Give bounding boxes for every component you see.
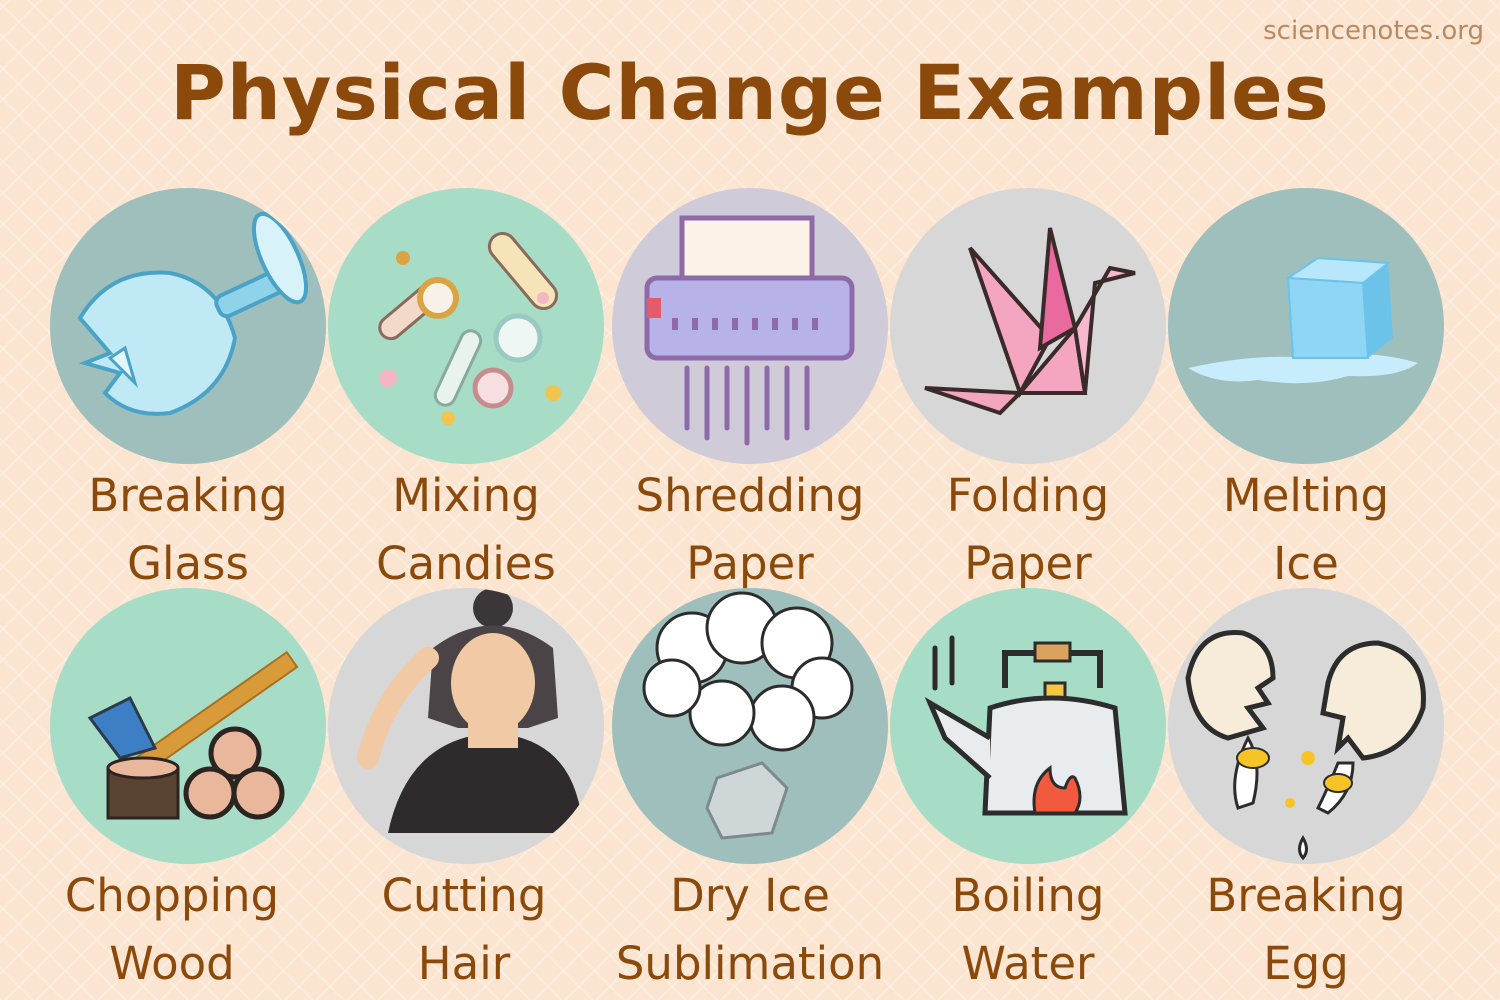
candies-icon bbox=[378, 231, 561, 425]
example-label: Breaking Glass bbox=[28, 462, 348, 598]
melting-ice-cube-icon bbox=[1188, 256, 1418, 384]
example-label: Folding Paper bbox=[868, 462, 1188, 598]
example-label: Dry Ice Sublimation bbox=[590, 862, 910, 998]
label-line-2: Candies bbox=[376, 537, 556, 590]
example-label: Breaking Egg bbox=[1146, 862, 1466, 998]
label-line-2: Water bbox=[961, 937, 1095, 990]
haircut-icon bbox=[357, 588, 583, 833]
dry-ice-vapor-icon bbox=[642, 591, 854, 840]
boiling-kettle-icon bbox=[924, 635, 1128, 816]
example-circle bbox=[890, 188, 1166, 464]
axe-and-logs-icon bbox=[87, 650, 299, 820]
site-credit: sciencenotes.org bbox=[1263, 16, 1484, 46]
label-line-2: Glass bbox=[127, 537, 249, 590]
example-label: Cutting Hair bbox=[304, 862, 624, 998]
label-line-1: Breaking bbox=[88, 469, 288, 522]
broken-glass-icon bbox=[77, 211, 309, 416]
example-circle bbox=[50, 188, 326, 464]
label-line-2: Wood bbox=[109, 937, 235, 990]
example-label: Chopping Wood bbox=[12, 862, 332, 998]
label-line-2: Egg bbox=[1263, 937, 1349, 990]
label-line-2: Paper bbox=[964, 537, 1092, 590]
example-label: Boiling Water bbox=[868, 862, 1188, 998]
label-line-1: Melting bbox=[1222, 469, 1390, 522]
label-line-1: Shredding bbox=[635, 469, 865, 522]
example-label: Shredding Paper bbox=[590, 462, 910, 598]
origami-crane-icon bbox=[924, 227, 1136, 416]
label-line-1: Boiling bbox=[951, 869, 1105, 922]
example-label: Melting Ice bbox=[1146, 462, 1466, 598]
label-line-2: Sublimation bbox=[615, 937, 885, 990]
label-line-1: Mixing bbox=[392, 469, 540, 522]
label-line-1: Dry Ice bbox=[670, 869, 830, 922]
page-title: Physical Change Examples bbox=[170, 48, 1330, 137]
example-circle bbox=[50, 588, 326, 864]
label-line-1: Chopping bbox=[64, 869, 280, 922]
label-line-1: Breaking bbox=[1206, 869, 1406, 922]
paper-shredder-icon bbox=[644, 215, 855, 446]
label-line-2: Paper bbox=[686, 537, 814, 590]
example-circle bbox=[1168, 588, 1444, 864]
example-circle bbox=[1168, 188, 1444, 464]
broken-egg-icon bbox=[1185, 630, 1426, 861]
label-line-1: Cutting bbox=[381, 869, 547, 922]
label-line-1: Folding bbox=[946, 469, 1110, 522]
example-label: Mixing Candies bbox=[306, 462, 626, 598]
example-circle bbox=[328, 588, 604, 864]
label-line-2: Ice bbox=[1273, 537, 1339, 590]
example-circle bbox=[890, 588, 1166, 864]
example-circle bbox=[612, 588, 888, 864]
example-circle bbox=[612, 188, 888, 464]
example-circle bbox=[328, 188, 604, 464]
label-line-2: Hair bbox=[417, 937, 511, 990]
